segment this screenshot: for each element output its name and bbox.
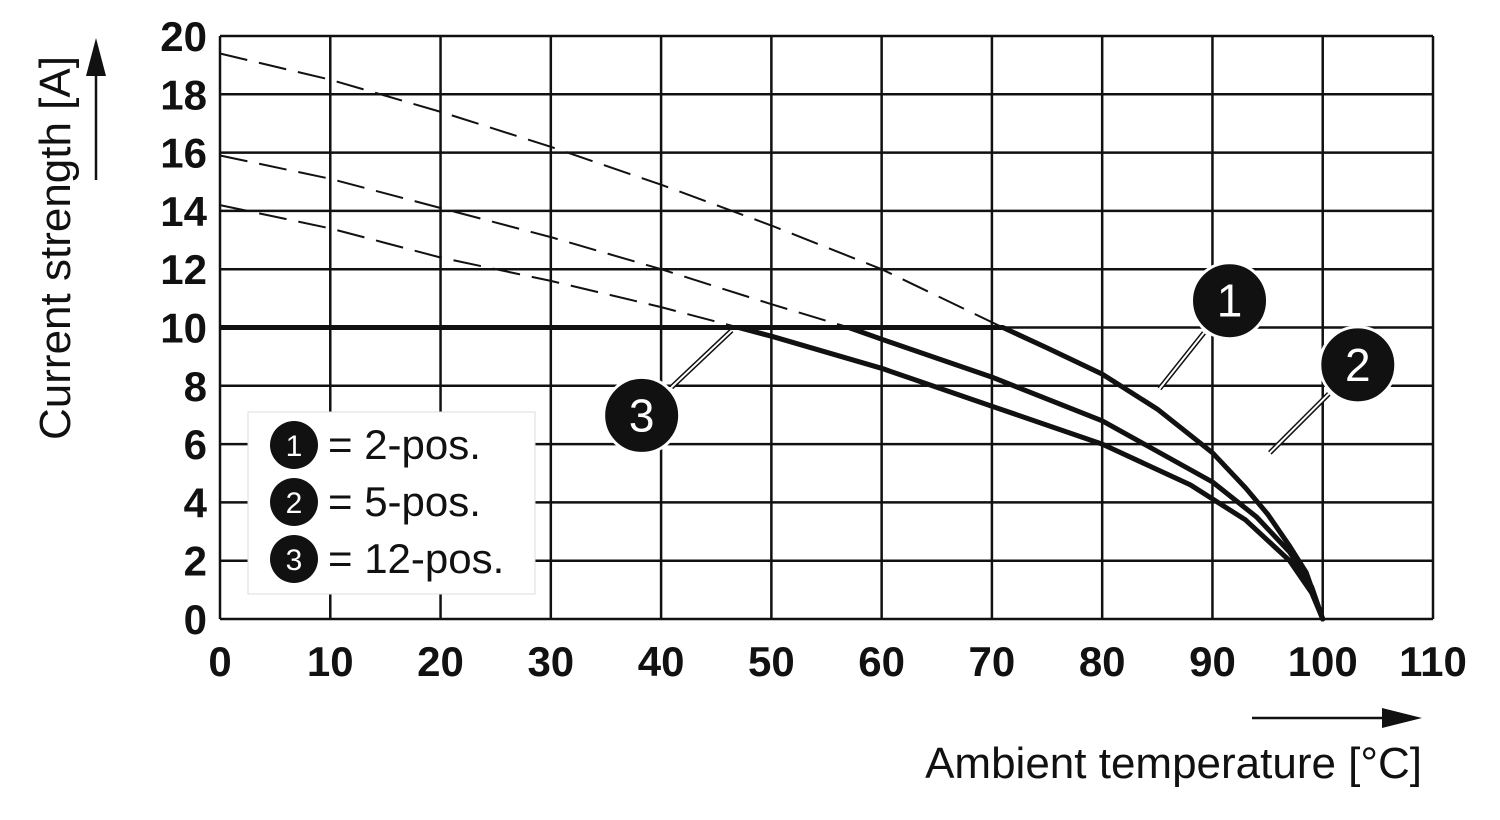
x-tick-label: 80	[1079, 638, 1126, 685]
x-tick-label: 20	[417, 638, 464, 685]
legend-label-3: = 12-pos.	[328, 535, 504, 582]
callout-leader-core-1	[1158, 332, 1205, 390]
legend-marker-3: 3	[286, 544, 303, 577]
series-1-derating-curve	[1000, 325, 1326, 622]
y-tick-label: 4	[184, 479, 208, 526]
callout-leader-core-2	[1269, 393, 1330, 454]
x-axis-arrow	[1252, 708, 1422, 728]
x-tick-label: 110	[1399, 638, 1467, 685]
y-tick-label: 16	[160, 130, 207, 177]
callout-label-1: 1	[1217, 275, 1243, 327]
callout-marker-1	[1190, 261, 1270, 341]
y-tick-label: 12	[160, 246, 207, 293]
tick-layer: 0 10 20 30 40 50 60 70 80 90 100 110024681012141618…	[160, 13, 1467, 685]
legend-item-3: 3 = 12-pos.	[270, 535, 504, 583]
legend-marker-1: 1	[286, 430, 303, 463]
x-tick-label: 30	[527, 638, 574, 685]
y-tick-label: 14	[160, 188, 207, 235]
series-3-extrapolated-line	[219, 204, 739, 329]
y-tick-label: 6	[184, 421, 207, 468]
series-2-extrapolated-line	[219, 154, 849, 329]
series-3-derating-curve	[735, 325, 1326, 622]
legend-label-2: = 5-pos.	[328, 478, 481, 525]
x-axis-title: Ambient temperature [°C]	[925, 739, 1422, 788]
x-tick-label: 70	[969, 638, 1016, 685]
y-axis-title: Current strength [A]	[31, 56, 80, 440]
series-1-extrapolated-line	[219, 52, 1004, 329]
series-2-derating-curve	[846, 325, 1326, 622]
series-layer	[219, 52, 1326, 622]
legend-item-1: 1 = 2-pos.	[270, 421, 481, 469]
y-tick-label: 10	[160, 305, 207, 352]
callout-marker-3	[602, 375, 682, 455]
y-tick-label: 20	[160, 13, 207, 60]
y-tick-label: 2	[184, 538, 207, 585]
legend-label-1: = 2-pos.	[328, 421, 481, 468]
x-tick-label: 10	[307, 638, 354, 685]
legend: 1 = 2-pos. 2 = 5-pos. 3 = 12-pos.	[247, 411, 536, 595]
x-tick-label: 50	[748, 638, 795, 685]
y-tick-label: 8	[184, 363, 207, 410]
y-tick-label: 0	[184, 596, 207, 643]
x-tick-label: 60	[858, 638, 905, 685]
legend-marker-2: 2	[286, 487, 303, 520]
callout-marker-2	[1318, 325, 1398, 405]
callout-layer: 1 2 3	[602, 261, 1398, 455]
y-tick-label: 18	[160, 71, 207, 118]
x-tick-label: 90	[1189, 638, 1236, 685]
callout-label-2: 2	[1345, 339, 1371, 391]
callout-leader-core-3	[670, 329, 733, 388]
x-tick-label: 0	[208, 638, 231, 685]
y-axis-arrow	[86, 38, 106, 180]
callout-label-3: 3	[629, 389, 655, 441]
x-tick-label: 40	[638, 638, 685, 685]
legend-item-2: 2 = 5-pos.	[270, 478, 481, 526]
x-tick-label: 100	[1288, 638, 1358, 685]
